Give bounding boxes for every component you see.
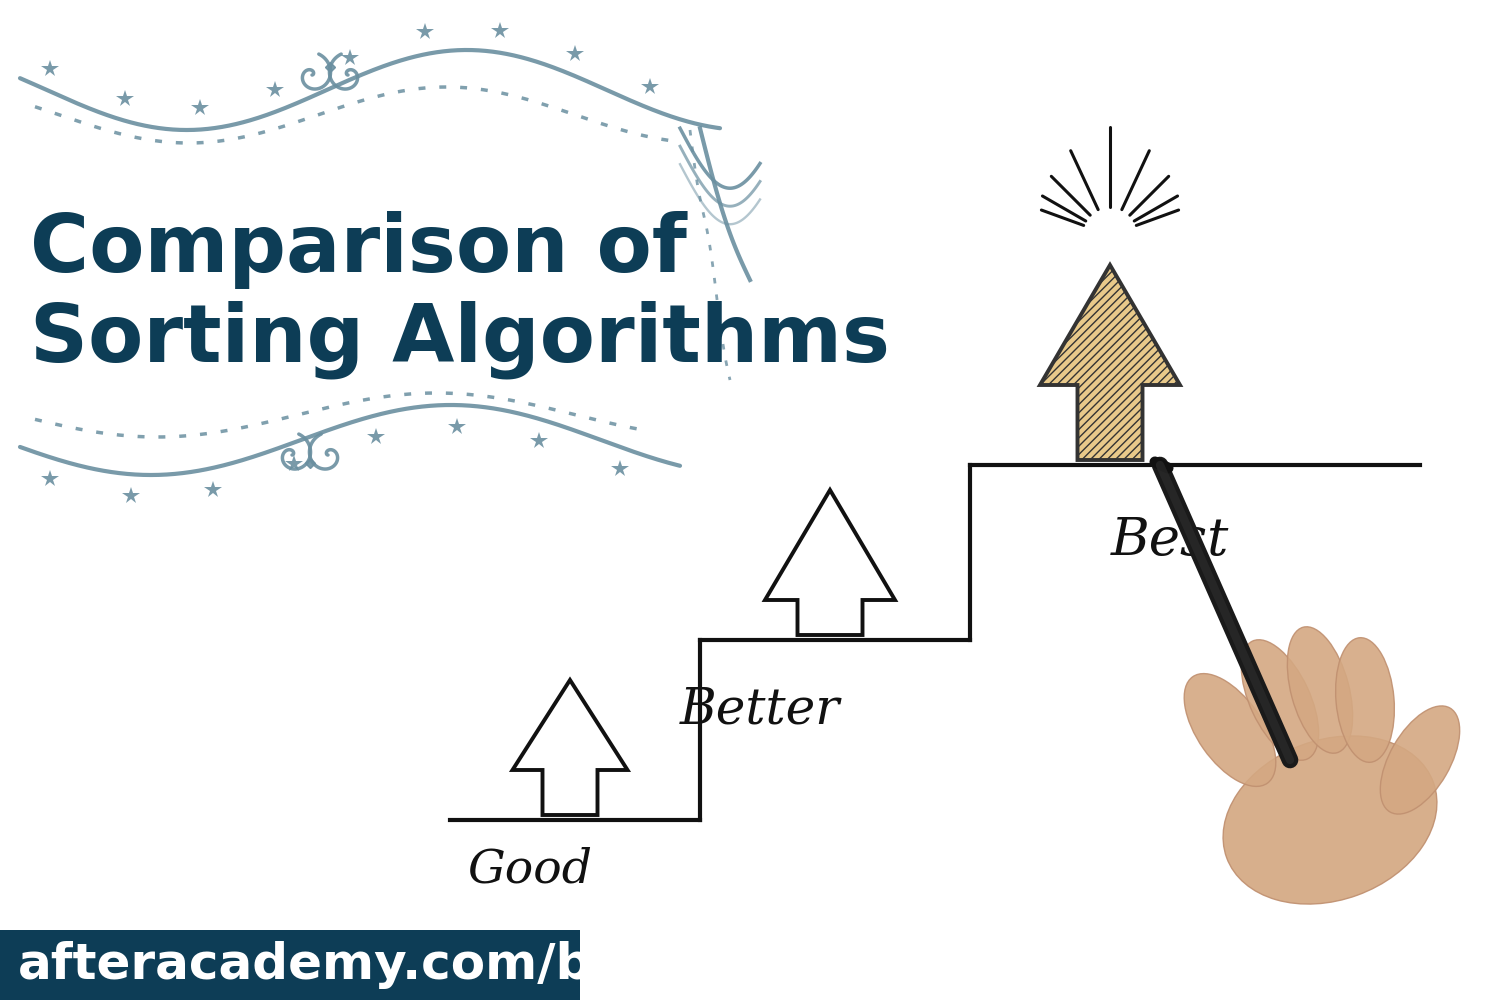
Ellipse shape	[1335, 638, 1395, 762]
Text: Good: Good	[468, 847, 592, 893]
Ellipse shape	[1222, 736, 1437, 904]
Text: Best: Best	[1112, 514, 1228, 566]
Text: Better: Better	[680, 685, 840, 735]
Bar	[0, 930, 580, 1000]
Ellipse shape	[1287, 627, 1353, 753]
Ellipse shape	[1184, 674, 1276, 786]
Ellipse shape	[1242, 640, 1318, 760]
Ellipse shape	[1380, 706, 1460, 814]
Text: afteracademy.com/blogs: afteracademy.com/blogs	[18, 941, 710, 989]
Text: Sorting Algorithms: Sorting Algorithms	[30, 301, 889, 379]
Polygon shape	[1040, 265, 1180, 460]
Text: Comparison of: Comparison of	[30, 211, 687, 289]
